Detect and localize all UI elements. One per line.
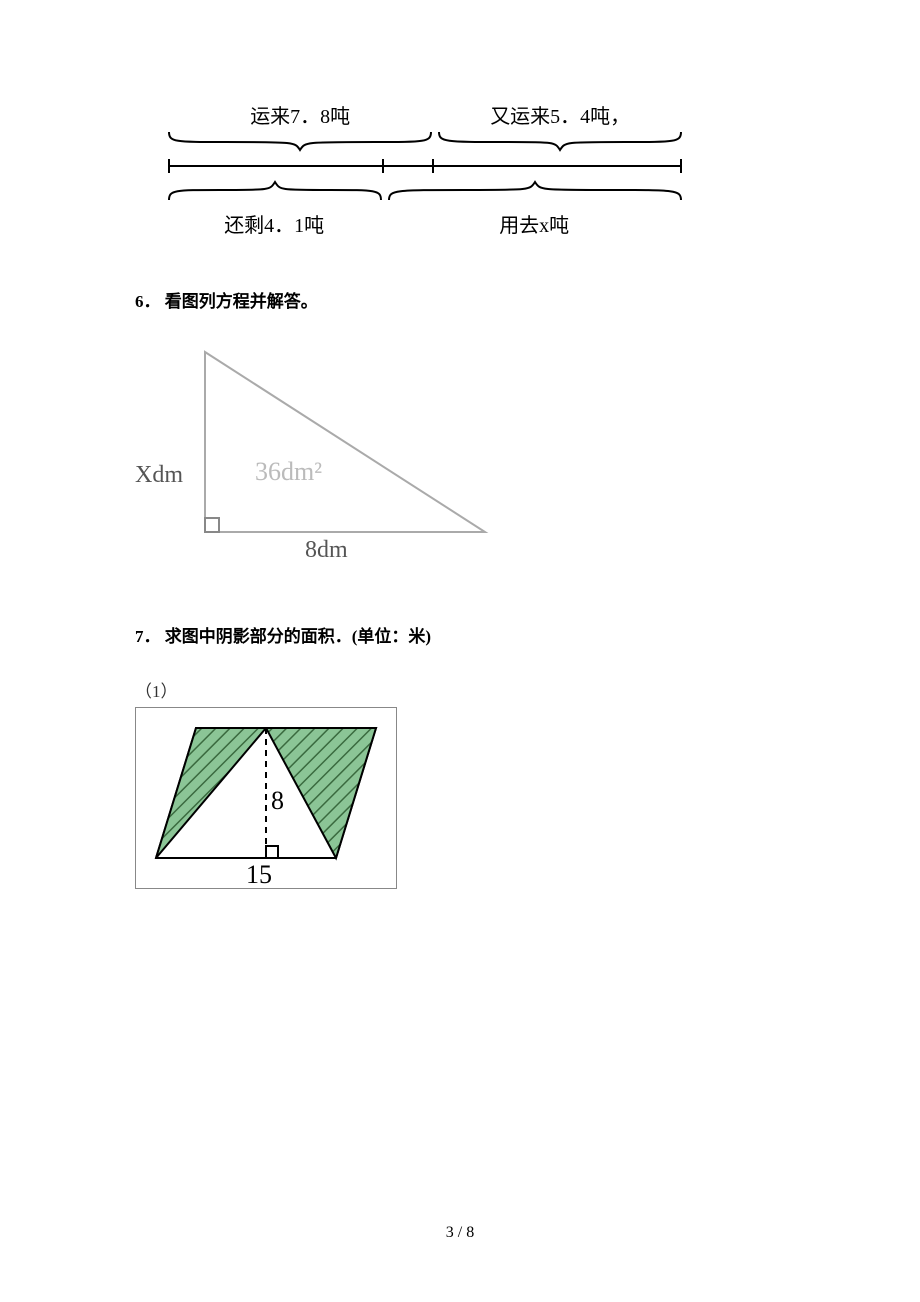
question-7-number: 7． <box>135 627 161 646</box>
triangle-area-label: 36dm² <box>255 457 322 487</box>
question-6-number: 6． <box>135 292 161 311</box>
parallelogram-base-label: 15 <box>246 860 272 890</box>
bracket-top-svg <box>165 128 685 152</box>
parallelogram-figure: 8 15 <box>135 707 397 889</box>
page-number: 3 / 8 <box>0 1224 920 1242</box>
bracket-middle-bar <box>165 157 685 175</box>
parallelogram-height-label: 8 <box>271 786 284 816</box>
question-7-text: 求图中阴影部分的面积．(单位：米) <box>165 627 431 646</box>
question-7-sub1: （1） <box>135 677 785 702</box>
triangle-figure: Xdm 36dm² 8dm <box>135 342 495 572</box>
question-7: 7． 求图中阴影部分的面积．(单位：米) <box>135 622 785 647</box>
question-6-text: 看图列方程并解答。 <box>165 292 318 311</box>
bracket-diagram: 运来7．8吨 又运来5．4吨， 还剩4 <box>165 100 685 237</box>
bracket-top-right-label: 又运来5．4吨， <box>435 100 685 129</box>
bracket-top-left-label: 运来7．8吨 <box>165 100 435 129</box>
question-6: 6． 看图列方程并解答。 <box>135 287 785 312</box>
triangle-base-label: 8dm <box>305 537 348 564</box>
triangle-height-label: Xdm <box>135 462 183 489</box>
bracket-bottom-right-label: 用去x吨 <box>383 209 685 238</box>
bracket-bottom-svg <box>165 180 685 204</box>
bracket-bottom-left-label: 还剩4．1吨 <box>165 209 383 238</box>
